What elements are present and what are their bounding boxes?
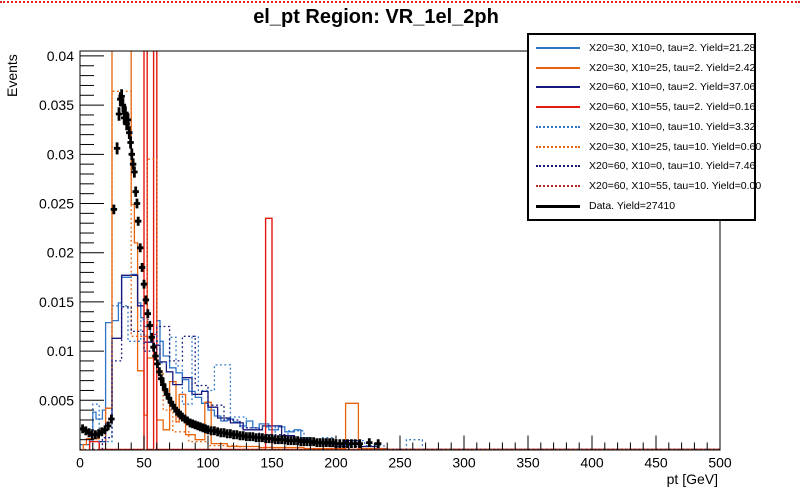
legend-entry-label: X20=60, X10=0, tau=10. Yield=7.46 (589, 160, 756, 173)
x-tick-label: 200 (324, 455, 348, 471)
legend-entry: X20=60, X10=55, tau=10. Yield=0.00 (529, 177, 761, 196)
y-tick-label: 0.035 (39, 97, 74, 113)
x-tick-label: 100 (196, 455, 220, 471)
x-tick-label: 0 (76, 455, 84, 471)
legend-line-sample (536, 66, 580, 69)
legend-entry-label: Data. Yield=27410 (589, 200, 676, 212)
y-tick-label: 0.02 (47, 245, 74, 261)
x-tick-label: 50 (136, 455, 152, 471)
legend-entry-label: X20=30, X10=25, tau=10. Yield=0.60 (589, 140, 762, 153)
legend-line-sample (536, 185, 580, 188)
legend-entry: X20=60, X10=0, tau=2. Yield=37.06 (529, 78, 756, 97)
x-tick-label: 150 (260, 455, 284, 471)
legend-entry: X20=30, X10=0, tau=10. Yield=3.32 (529, 117, 756, 136)
axis-ticks-layer (79, 55, 721, 450)
legend-entry: X20=30, X10=25, tau=10. Yield=0.60 (529, 137, 761, 156)
legend-line-sample (536, 165, 580, 168)
legend-entry-label: X20=30, X10=25, tau=2. Yield=2.42 (589, 61, 756, 74)
legend-entry: X20=30, X10=25, tau=2. Yield=2.42 (529, 58, 756, 77)
y-tick-label: 0.03 (47, 146, 74, 162)
x-tick-label: 300 (452, 455, 476, 471)
legend-line-sample (536, 125, 580, 128)
legend-box: X20=30, X10=0, tau=2. Yield=21.28 X20=30,… (527, 33, 761, 221)
x-tick-label: 250 (388, 455, 412, 471)
plot-frame (79, 50, 721, 451)
x-tick-label: 350 (516, 455, 540, 471)
legend-entry-label: X20=60, X10=55, tau=2. Yield=0.16 (589, 101, 756, 114)
histogram-x20-30-x10-25-tau2 (82, 51, 720, 450)
y-tick-label: 0.01 (47, 343, 74, 359)
y-axis-title: Events (4, 54, 20, 97)
x-tick-label: 450 (644, 455, 668, 471)
x-axis-title: pt [GeV] (667, 471, 718, 487)
top-dotted-line (0, 1, 800, 3)
x-tick-label: 500 (708, 455, 732, 471)
legend-line-sample (536, 46, 580, 49)
y-tick-label: 0.015 (39, 294, 74, 310)
legend-entry: X20=30, X10=0, tau=2. Yield=21.28 (529, 38, 756, 57)
legend-line-sample (536, 86, 580, 89)
legend-line-sample (536, 145, 580, 148)
legend-entry-label: X20=60, X10=0, tau=2. Yield=37.06 (589, 81, 756, 94)
legend-entry-label: X20=30, X10=0, tau=2. Yield=21.28 (589, 41, 756, 54)
y-tick-label: 0.005 (39, 392, 74, 408)
histogram-x20-30-x10-0-tau10 (92, 305, 720, 450)
plot-title: el_pt Region: VR_1el_2ph (253, 6, 499, 28)
legend-entry: Data. Yield=27410 (529, 197, 754, 216)
histogram-x20-30-x10-0-tau2 (80, 273, 720, 450)
legend-line-sample (536, 204, 580, 208)
histogram-x20-60-x10-0-tau10 (101, 306, 720, 450)
legend-line-sample (536, 106, 580, 109)
legend-entry-label: X20=30, X10=0, tau=10. Yield=3.32 (589, 120, 756, 133)
legend-entry: X20=60, X10=0, tau=10. Yield=7.46 (529, 157, 756, 176)
legend-entry: X20=60, X10=55, tau=2. Yield=0.16 (529, 98, 756, 117)
legend-entry-label: X20=60, X10=55, tau=10. Yield=0.00 (589, 180, 762, 193)
x-tick-label: 400 (580, 455, 604, 471)
y-tick-label: 0.04 (47, 48, 74, 64)
axis-labels-layer: 0 50 100 150 200 250 300 350 400 450 500 0.005 0.01 0… (39, 48, 732, 471)
y-tick-label: 0.025 (39, 196, 74, 212)
